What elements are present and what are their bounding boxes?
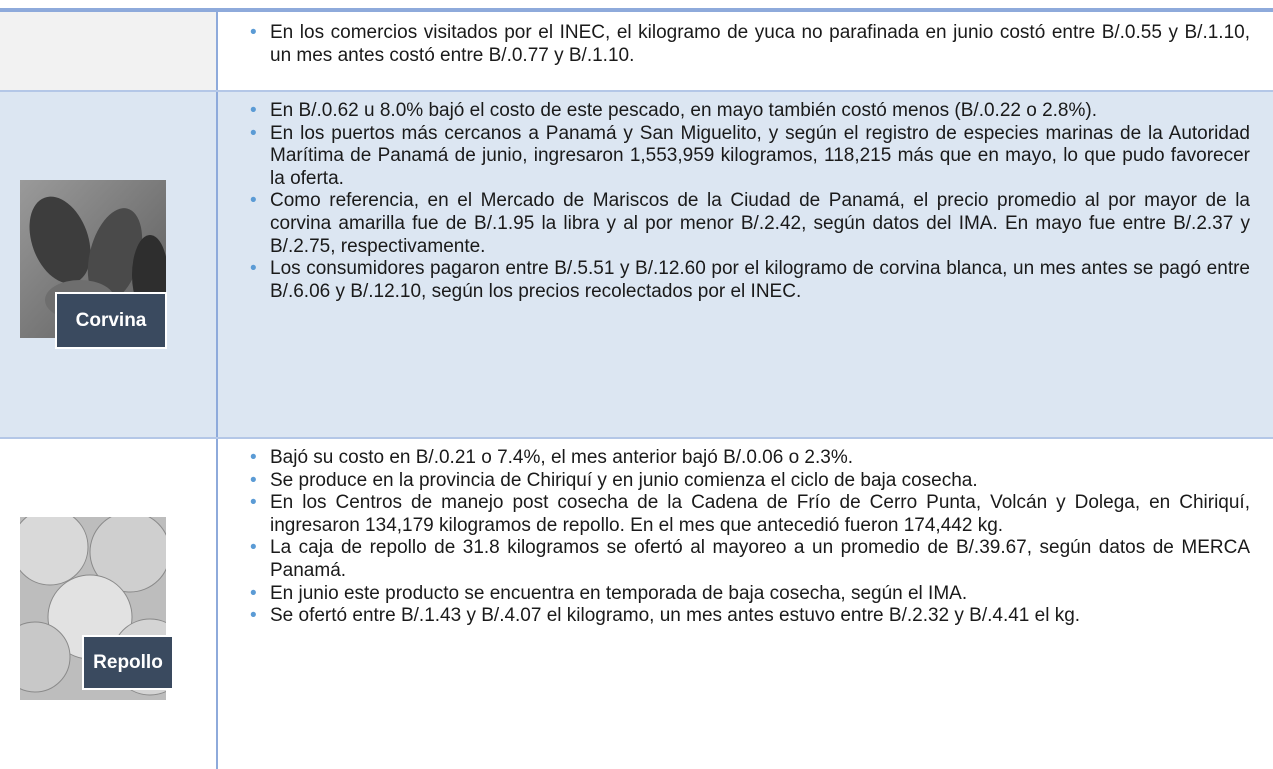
bullet-item: Como referencia, en el Mercado de Marisc… — [248, 190, 1250, 258]
left-cell — [0, 12, 218, 90]
bullet-item: En los Centros de manejo post cosecha de… — [248, 492, 1250, 537]
table-row: Corvina En B/.0.62 u 8.0% bajó el costo … — [0, 92, 1273, 439]
bullet-item: En los puertos más cercanos a Panamá y S… — [248, 123, 1250, 191]
bullet-list: En B/.0.62 u 8.0% bajó el costo de este … — [248, 100, 1250, 303]
product-label: Corvina — [55, 292, 167, 349]
bullet-item: En B/.0.62 u 8.0% bajó el costo de este … — [248, 100, 1250, 123]
table-row: Repollo Bajó su costo en B/.0.21 o 7.4%,… — [0, 439, 1273, 769]
bullet-list: Bajó su costo en B/.0.21 o 7.4%, el mes … — [248, 447, 1250, 628]
bullet-item: Bajó su costo en B/.0.21 o 7.4%, el mes … — [248, 447, 1250, 470]
bullet-item: En junio este producto se encuentra en t… — [248, 583, 1250, 606]
table-row: En los comercios visitados por el INEC, … — [0, 12, 1273, 92]
bullet-item: En los comercios visitados por el INEC, … — [248, 22, 1250, 67]
bullet-list: En los comercios visitados por el INEC, … — [248, 22, 1250, 67]
bullet-item: La caja de repollo de 31.8 kilogramos se… — [248, 537, 1250, 582]
left-cell: Repollo — [0, 439, 218, 769]
bullet-item: Se produce en la provincia de Chiriquí y… — [248, 470, 1250, 493]
bullet-item: Se ofertó entre B/.1.43 y B/.4.07 el kil… — [248, 605, 1250, 628]
bullet-item: Los consumidores pagaron entre B/.5.51 y… — [248, 258, 1250, 303]
left-cell: Corvina — [0, 92, 218, 437]
page: En los comercios visitados por el INEC, … — [0, 0, 1273, 757]
product-label: Repollo — [82, 635, 174, 690]
